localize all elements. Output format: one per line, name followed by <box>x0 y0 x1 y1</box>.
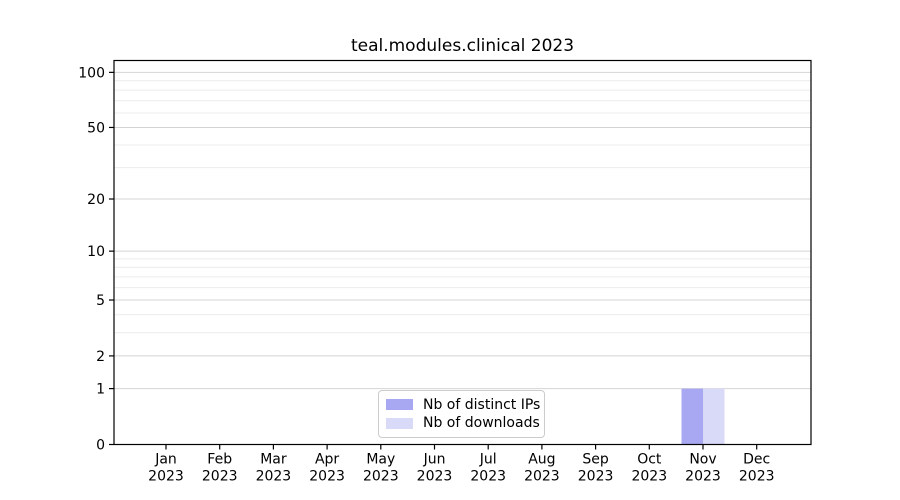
x-tick-label-year: 2023 <box>524 469 560 485</box>
x-tick-label-month: Jun <box>423 452 446 468</box>
legend-entry-downloads: Nb of downloads <box>386 415 540 432</box>
y-tick-label: 5 <box>96 293 105 309</box>
bar-downloads-nov-2023 <box>703 388 725 445</box>
legend: Nb of distinct IPs Nb of downloads <box>378 390 545 438</box>
y-tick-label: 100 <box>78 65 105 81</box>
x-tick-label-month: Aug <box>528 452 555 468</box>
x-tick-label-month: Jan <box>154 452 177 468</box>
bar-distinct-ips-nov-2023 <box>681 388 703 445</box>
y-tick-label: 50 <box>87 120 105 136</box>
y-tick-label: 10 <box>87 244 105 260</box>
plot-border <box>113 59 812 446</box>
x-tick-label-year: 2023 <box>256 469 292 485</box>
y-tick-label: 2 <box>96 349 105 365</box>
x-tick-label-month: May <box>366 452 395 468</box>
x-tick-label-year: 2023 <box>202 469 238 485</box>
legend-swatch-distinct-ips <box>386 399 413 411</box>
x-tick-label-year: 2023 <box>363 469 399 485</box>
x-tick-label-year: 2023 <box>685 469 721 485</box>
x-tick-label-month: Nov <box>689 452 716 468</box>
legend-label-downloads: Nb of downloads <box>423 415 540 432</box>
x-tick-label-year: 2023 <box>578 469 614 485</box>
x-tick-label-year: 2023 <box>739 469 775 485</box>
x-tick-label-month: Sep <box>582 452 609 468</box>
legend-swatch-downloads <box>386 417 413 429</box>
x-tick-label-month: Dec <box>743 452 770 468</box>
x-tick-label-month: Jul <box>479 452 497 468</box>
x-tick-label-year: 2023 <box>417 469 453 485</box>
x-tick-label-month: Apr <box>315 452 339 468</box>
legend-entry-distinct-ips: Nb of distinct IPs <box>386 396 541 413</box>
x-tick-label-year: 2023 <box>309 469 345 485</box>
y-tick-label: 20 <box>87 192 105 208</box>
y-tick-label: 0 <box>96 438 105 454</box>
x-tick-label-month: Oct <box>637 452 662 468</box>
legend-label-distinct-ips: Nb of distinct IPs <box>423 396 541 413</box>
x-tick-label-year: 2023 <box>631 469 667 485</box>
chart-title: teal.modules.clinical 2023 <box>350 36 575 56</box>
x-tick-label-year: 2023 <box>470 469 506 485</box>
x-tick-label-year: 2023 <box>148 469 184 485</box>
y-tick-label: 1 <box>96 382 105 398</box>
x-tick-label-month: Mar <box>260 452 287 468</box>
x-tick-label-month: Feb <box>207 452 232 468</box>
